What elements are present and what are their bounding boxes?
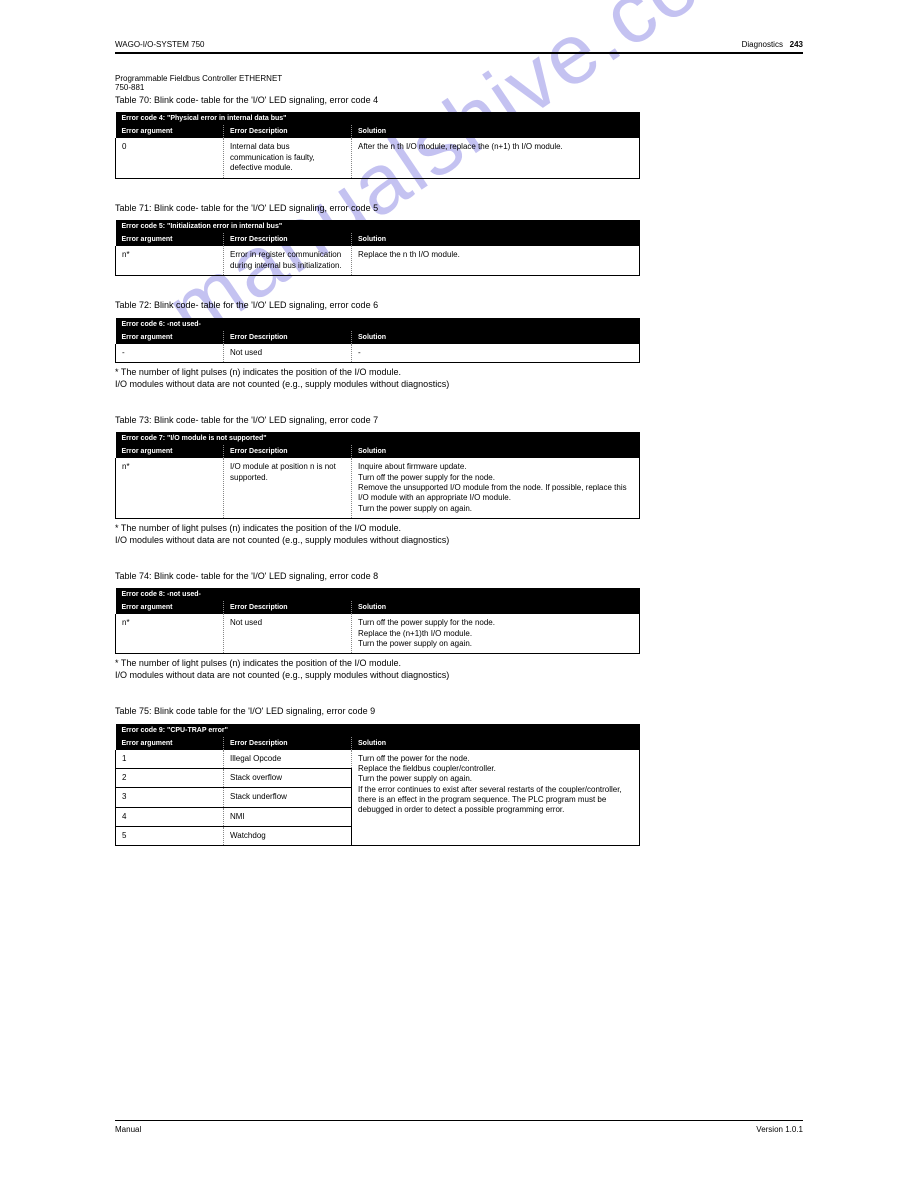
cell-meaning: Internal data bus communication is fault… bbox=[224, 138, 352, 178]
cell-argument: n* bbox=[116, 246, 224, 275]
cell-meaning: Not used bbox=[224, 344, 352, 363]
col-header-argument: Error argument bbox=[116, 601, 224, 614]
col-header-argument: Error argument bbox=[116, 331, 224, 344]
cell-solution: Turn off the power supply for the node. … bbox=[352, 614, 640, 654]
cell-meaning: Stack overflow bbox=[224, 768, 352, 787]
col-header-meaning: Error Description bbox=[224, 737, 352, 750]
table-row: Error argumentError DescriptionSolution bbox=[116, 331, 640, 344]
section-s4: Table 73: Blink code- table for the 'I/O… bbox=[115, 415, 803, 547]
table-row: 1Illegal OpcodeTurn off the power for th… bbox=[116, 750, 640, 769]
header-rule bbox=[115, 52, 803, 54]
table-caption: Table 72: Blink code- table for the 'I/O… bbox=[115, 300, 803, 312]
header-right-page: 243 bbox=[790, 40, 803, 49]
header-left: WAGO-I/O-SYSTEM 750 bbox=[115, 40, 205, 49]
table-caption: Table 74: Blink code- table for the 'I/O… bbox=[115, 571, 803, 583]
table-caption: Table 70: Blink code- table for the 'I/O… bbox=[115, 95, 803, 107]
error-table: Error code 4: "Physical error in interna… bbox=[115, 112, 640, 178]
cell-meaning: I/O module at position n is not supporte… bbox=[224, 458, 352, 518]
table-title: Error code 5: "Initialization error in i… bbox=[116, 220, 640, 233]
col-header-solution: Solution bbox=[352, 445, 640, 458]
cell-solution: After the n th I/O module, replace the (… bbox=[352, 138, 640, 178]
table-row: n*I/O module at position n is not suppor… bbox=[116, 458, 640, 518]
col-header-solution: Solution bbox=[352, 233, 640, 246]
error-table: Error code 9: "CPU-TRAP error"Error argu… bbox=[115, 724, 640, 847]
error-table: Error code 6: -not used-Error argumentEr… bbox=[115, 318, 640, 363]
cell-meaning: Watchdog bbox=[224, 827, 352, 846]
section-s2: Table 71: Blink code- table for the 'I/O… bbox=[115, 203, 803, 276]
table-caption: Table 71: Blink code- table for the 'I/O… bbox=[115, 203, 803, 215]
table-row: Error argumentError DescriptionSolution bbox=[116, 125, 640, 138]
cell-argument: 4 bbox=[116, 807, 224, 826]
cell-argument: 2 bbox=[116, 768, 224, 787]
cell-argument: 0 bbox=[116, 138, 224, 178]
col-header-argument: Error argument bbox=[116, 445, 224, 458]
table-title: Error code 9: "CPU-TRAP error" bbox=[116, 724, 640, 737]
col-header-argument: Error argument bbox=[116, 233, 224, 246]
table-footnote: * The number of light pulses (n) indicat… bbox=[115, 367, 803, 390]
table-title: Error code 6: -not used- bbox=[116, 318, 640, 331]
cell-argument: 5 bbox=[116, 827, 224, 846]
error-table: Error code 7: "I/O module is not support… bbox=[115, 432, 640, 519]
table-caption: Table 73: Blink code- table for the 'I/O… bbox=[115, 415, 803, 427]
col-header-meaning: Error Description bbox=[224, 125, 352, 138]
cell-meaning: NMI bbox=[224, 807, 352, 826]
error-table: Error code 5: "Initialization error in i… bbox=[115, 220, 640, 276]
table-title: Error code 7: "I/O module is not support… bbox=[116, 432, 640, 445]
table-row: n*Error in register communication during… bbox=[116, 246, 640, 275]
col-header-argument: Error argument bbox=[116, 737, 224, 750]
footer-center: Version 1.0.1 bbox=[756, 1125, 803, 1134]
page-header: WAGO-I/O-SYSTEM 750 Diagnostics 243 bbox=[115, 40, 803, 50]
col-header-solution: Solution bbox=[352, 737, 640, 750]
table-row: 0Internal data bus communication is faul… bbox=[116, 138, 640, 178]
table-row: Error argumentError DescriptionSolution bbox=[116, 601, 640, 614]
table-row: n*Not usedTurn off the power supply for … bbox=[116, 614, 640, 654]
cell-meaning: Illegal Opcode bbox=[224, 750, 352, 769]
header-right-label: Diagnostics bbox=[742, 40, 783, 49]
cell-meaning: Not used bbox=[224, 614, 352, 654]
error-table: Error code 8: -not used-Error argumentEr… bbox=[115, 588, 640, 654]
cell-solution: Replace the n th I/O module. bbox=[352, 246, 640, 275]
section-s1: Table 70: Blink code- table for the 'I/O… bbox=[115, 95, 803, 179]
section-s6: Table 75: Blink code table for the 'I/O'… bbox=[115, 706, 803, 847]
col-header-meaning: Error Description bbox=[224, 331, 352, 344]
table-row: Error argumentError DescriptionSolution bbox=[116, 737, 640, 750]
table-row: -Not used- bbox=[116, 344, 640, 363]
table-title: Error code 8: -not used- bbox=[116, 588, 640, 601]
table-footnote: * The number of light pulses (n) indicat… bbox=[115, 658, 803, 681]
cell-argument: 3 bbox=[116, 788, 224, 807]
col-header-solution: Solution bbox=[352, 125, 640, 138]
col-header-meaning: Error Description bbox=[224, 445, 352, 458]
cell-argument: - bbox=[116, 344, 224, 363]
table-row: Error argumentError DescriptionSolution bbox=[116, 233, 640, 246]
cell-meaning: Error in register communication during i… bbox=[224, 246, 352, 275]
col-header-solution: Solution bbox=[352, 601, 640, 614]
footer-left: Manual bbox=[115, 1125, 141, 1134]
section-s3: Table 72: Blink code- table for the 'I/O… bbox=[115, 300, 803, 390]
col-header-solution: Solution bbox=[352, 331, 640, 344]
section-s5: Table 74: Blink code- table for the 'I/O… bbox=[115, 571, 803, 682]
col-header-meaning: Error Description bbox=[224, 233, 352, 246]
table-caption: Table 75: Blink code table for the 'I/O'… bbox=[115, 706, 803, 718]
cell-solution: - bbox=[352, 344, 640, 363]
page-footer: Manual Version 1.0.1 bbox=[115, 1120, 803, 1134]
cell-solution: Turn off the power for the node. Replace… bbox=[352, 750, 640, 846]
cell-argument: n* bbox=[116, 614, 224, 654]
cell-solution: Inquire about firmware update. Turn off … bbox=[352, 458, 640, 518]
col-header-argument: Error argument bbox=[116, 125, 224, 138]
cell-meaning: Stack underflow bbox=[224, 788, 352, 807]
table-footnote: * The number of light pulses (n) indicat… bbox=[115, 523, 803, 546]
cell-argument: n* bbox=[116, 458, 224, 518]
col-header-meaning: Error Description bbox=[224, 601, 352, 614]
table-title: Error code 4: "Physical error in interna… bbox=[116, 112, 640, 125]
cell-argument: 1 bbox=[116, 750, 224, 769]
page-content: WAGO-I/O-SYSTEM 750 Diagnostics 243 Prog… bbox=[115, 40, 803, 870]
table-row: Error argumentError DescriptionSolution bbox=[116, 445, 640, 458]
header-subtitle: Programmable Fieldbus Controller ETHERNE… bbox=[115, 74, 803, 93]
